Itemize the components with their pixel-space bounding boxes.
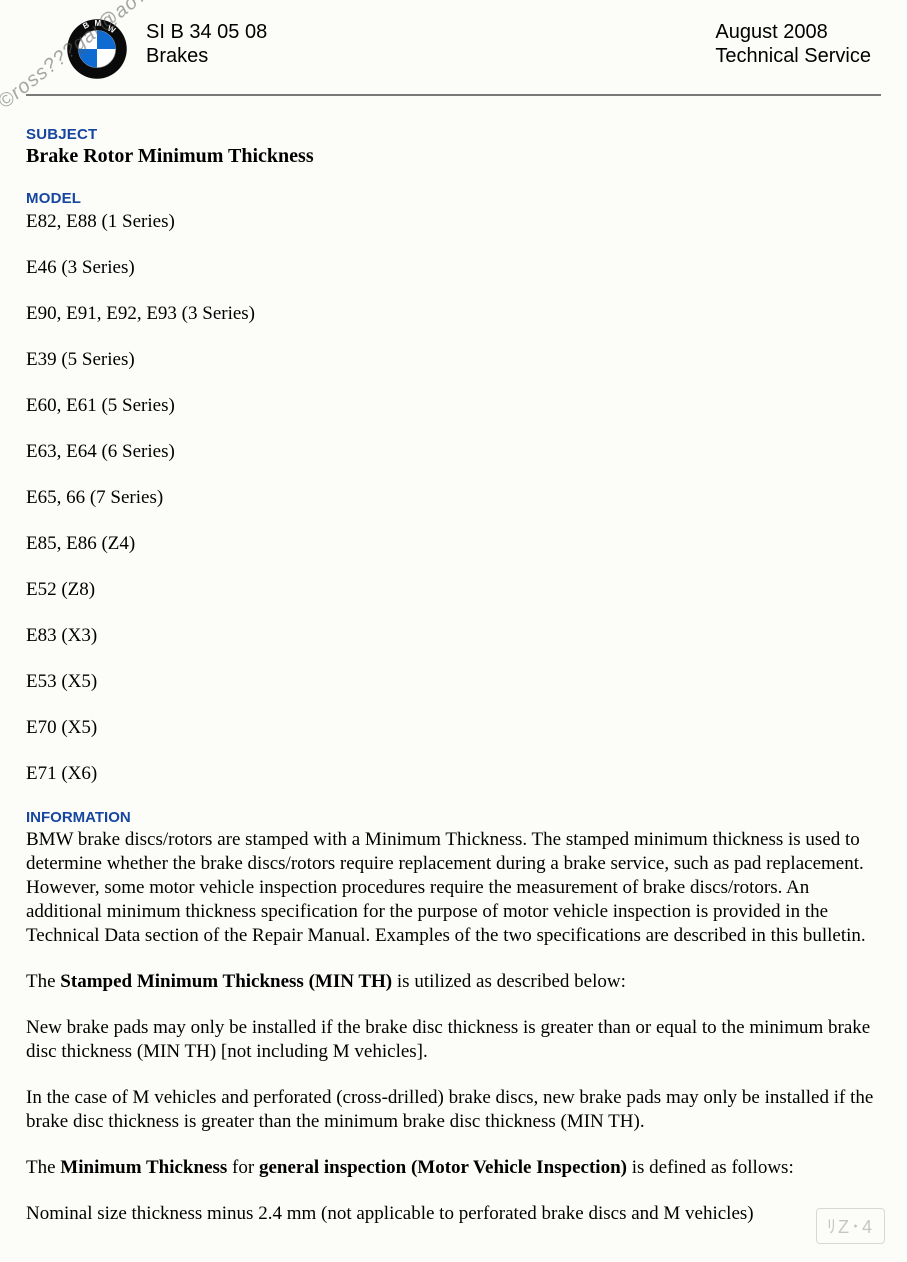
model-item: E85, E86 (Z4) <box>26 533 881 555</box>
model-item: E53 (X5) <box>26 671 881 693</box>
info-paragraph-4: In the case of M vehicles and perforated… <box>26 1086 881 1134</box>
doc-date: August 2008 <box>715 20 871 44</box>
doc-dept: Technical Service <box>715 44 871 68</box>
document-header: B M W SI B 34 05 08 Brakes August 2008 T… <box>26 12 881 80</box>
model-item: E70 (X5) <box>26 717 881 739</box>
info-paragraph-5: The Minimum Thickness for general inspec… <box>26 1156 881 1180</box>
svg-text:M: M <box>95 19 102 28</box>
model-item: E39 (5 Series) <box>26 349 881 371</box>
header-rule <box>26 94 881 96</box>
model-item: E82, E88 (1 Series) <box>26 211 881 233</box>
p5-mid: for <box>227 1157 259 1178</box>
doc-number: SI B 34 05 08 <box>146 20 267 44</box>
model-list: E82, E88 (1 Series) E46 (3 Series) E90, E9… <box>26 211 881 785</box>
p2-suffix: is utilized as described below: <box>392 971 626 992</box>
p5-prefix: The <box>26 1157 60 1178</box>
model-item: E46 (3 Series) <box>26 257 881 279</box>
p5-suffix: is defined as follows: <box>627 1157 794 1178</box>
info-paragraph-6: Nominal size thickness minus 2.4 mm (not… <box>26 1202 881 1226</box>
info-paragraph-3: New brake pads may only be installed if … <box>26 1016 881 1064</box>
p5-bold1: Minimum Thickness <box>60 1157 227 1178</box>
model-item: E83 (X3) <box>26 625 881 647</box>
p5-bold2: general inspection (Motor Vehicle Inspec… <box>259 1157 627 1178</box>
header-right-block: August 2008 Technical Service <box>715 20 871 68</box>
model-item: E60, E61 (5 Series) <box>26 395 881 417</box>
model-item: E65, 66 (7 Series) <box>26 487 881 509</box>
model-label: MODEL <box>26 190 881 207</box>
info-paragraph-2: The Stamped Minimum Thickness (MIN TH) i… <box>26 970 881 994</box>
info-paragraph-1: BMW brake discs/rotors are stamped with … <box>26 828 881 948</box>
brand-roundel-icon: B M W <box>66 18 128 80</box>
model-item: E90, E91, E92, E93 (3 Series) <box>26 303 881 325</box>
header-left-block: SI B 34 05 08 Brakes <box>146 20 267 68</box>
subject-title: Brake Rotor Minimum Thickness <box>26 145 881 168</box>
p2-bold: Stamped Minimum Thickness (MIN TH) <box>60 971 392 992</box>
model-item: E63, E64 (6 Series) <box>26 441 881 463</box>
subject-label: SUBJECT <box>26 126 881 143</box>
page: B M W SI B 34 05 08 Brakes August 2008 T… <box>0 0 907 1262</box>
model-item: E52 (Z8) <box>26 579 881 601</box>
doc-category: Brakes <box>146 44 267 68</box>
model-item: E71 (X6) <box>26 763 881 785</box>
information-label: INFORMATION <box>26 809 881 826</box>
p2-prefix: The <box>26 971 60 992</box>
